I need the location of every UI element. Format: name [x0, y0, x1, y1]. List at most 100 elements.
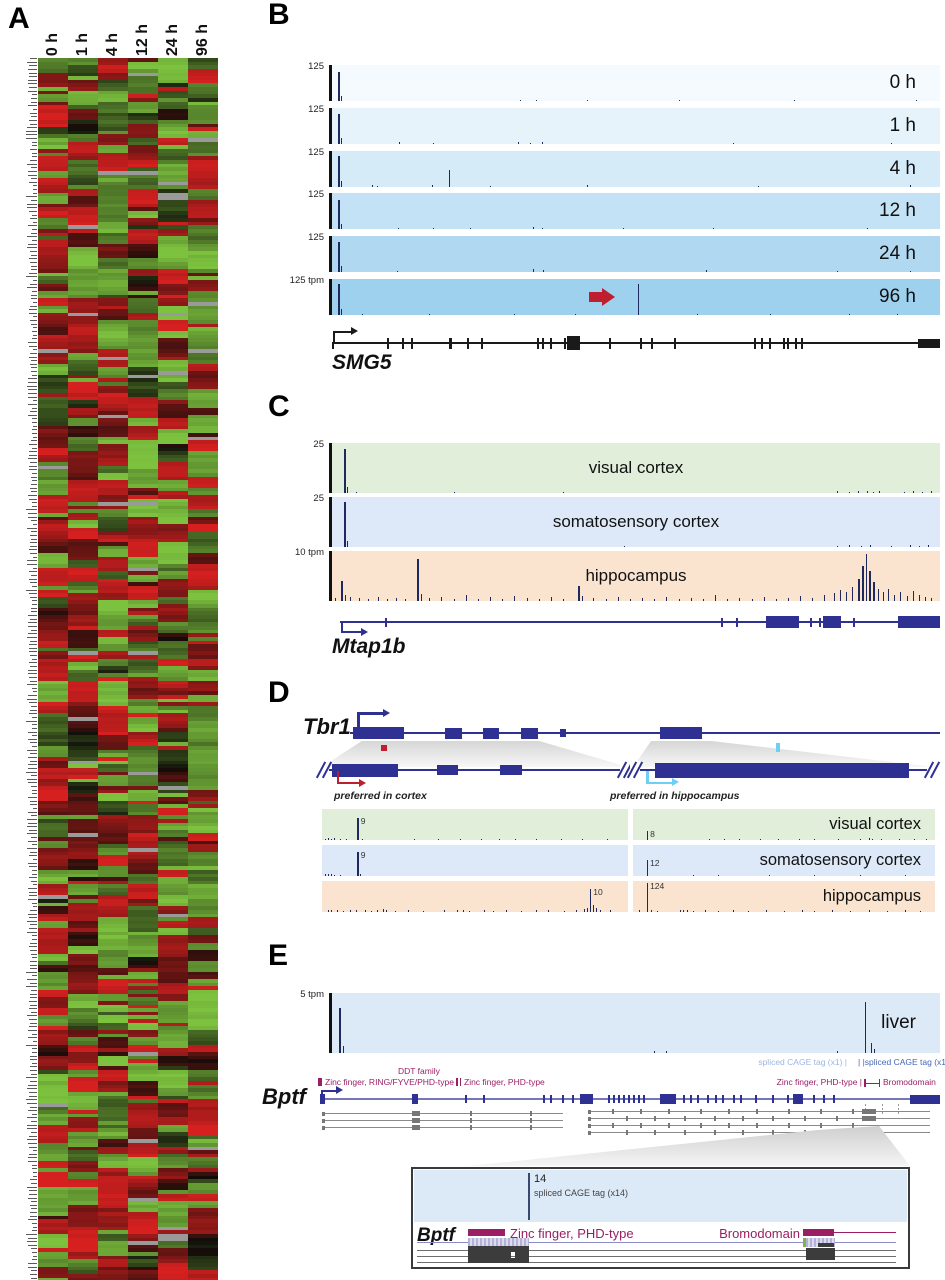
- heatmap-row: [38, 574, 218, 579]
- heatmap-row: [38, 837, 218, 841]
- cage-signal-spike: [904, 875, 906, 876]
- tss-arrow-icon: [337, 771, 339, 784]
- heatmap-row: [38, 269, 218, 273]
- heatmap-row: [38, 254, 218, 259]
- heatmap-row: [38, 105, 218, 109]
- heatmap-row: [38, 716, 218, 721]
- heatmap-row: [38, 629, 218, 634]
- heatmap-row: [38, 1193, 218, 1198]
- domain-marker-icon: [456, 1078, 458, 1086]
- cage-signal-spike: [833, 593, 835, 601]
- cage-signal-spike: [757, 185, 759, 187]
- cage-signal-spike: [705, 269, 707, 273]
- cage-signal-spike: [338, 156, 340, 187]
- cage-signal-spike: [340, 224, 342, 230]
- heatmap-row: [38, 371, 218, 375]
- heatmap-row: [38, 771, 218, 776]
- heatmap-row: [38, 1030, 218, 1034]
- peak-value-label: 9: [360, 815, 366, 826]
- cage-signal-spike: [836, 491, 838, 493]
- heatmap-row: [38, 1113, 218, 1118]
- cage-signal-spike: [765, 910, 767, 912]
- cage-signal-spike: [897, 313, 899, 315]
- heatmap-row: [38, 731, 218, 736]
- cage-signal-spike: [377, 597, 379, 601]
- heatmap-row: [38, 990, 218, 994]
- heatmap-row: [38, 924, 218, 929]
- heatmap-row: [38, 1255, 218, 1260]
- heatmap-row: [38, 811, 218, 816]
- inset-domain-label-right: Bromodomain: [719, 1226, 800, 1241]
- heatmap-row: [38, 516, 218, 521]
- heatmap-row: [38, 1011, 218, 1016]
- heatmap-row: [38, 622, 218, 626]
- heatmap-column-label: 24 h: [158, 8, 188, 56]
- heatmap-row: [38, 98, 218, 102]
- heatmap-row: [38, 724, 218, 728]
- cage-signal-spike: [882, 592, 884, 601]
- heatmap-row: [38, 1142, 218, 1147]
- cage-signal-spike: [346, 487, 348, 493]
- heatmap-row: [38, 669, 218, 674]
- heatmap-row: [38, 582, 218, 586]
- cage-signal-spike: [903, 491, 905, 493]
- heatmap-column-label: 1 h: [68, 8, 98, 56]
- heatmap-row: [38, 946, 218, 950]
- inset-hatched-exon-edge: [803, 1237, 806, 1247]
- heatmap-row: [38, 218, 218, 222]
- inset-transcript-line: [417, 1241, 896, 1243]
- transcript-exon: [862, 1116, 876, 1121]
- heatmap-row: [38, 1172, 218, 1176]
- gene-exon-tick: [818, 617, 821, 627]
- heatmap-row: [38, 676, 218, 681]
- heatmap-row: [38, 640, 218, 645]
- cage-signal-spike: [891, 545, 893, 547]
- heatmap-row: [38, 436, 218, 441]
- tss-arrow-icon: [321, 1090, 336, 1092]
- cage-signal-spike: [429, 313, 431, 315]
- heatmap-row: [38, 119, 218, 124]
- heatmap-row: [38, 338, 218, 342]
- cage-signal-spike: [514, 313, 516, 315]
- cage-signal-spike: [814, 875, 816, 876]
- transcript-exon: [470, 1118, 472, 1123]
- heatmap-row: [38, 301, 218, 306]
- heatmap-row: [38, 866, 218, 870]
- gene-exon-tick: [640, 337, 643, 349]
- inset-transcript-line: [417, 1255, 896, 1257]
- heatmap-row: [38, 917, 218, 921]
- cage-track-background: [322, 845, 628, 876]
- transcript-exon: [788, 1123, 790, 1128]
- cage-signal-spike: [334, 874, 336, 876]
- gene-exon-tick: [411, 337, 414, 349]
- gene-exon-tick: [696, 1095, 700, 1103]
- tss-arrow-head-icon: [361, 627, 368, 636]
- gene-line: [332, 342, 940, 344]
- heatmap-row: [38, 531, 218, 535]
- gene-exon-box: [793, 1094, 803, 1104]
- panel-e-letter: E: [268, 939, 289, 972]
- heatmap-row: [38, 352, 218, 357]
- tss-arrow-icon: [341, 622, 343, 633]
- transcript-line: [588, 1111, 930, 1113]
- gene-exon-tick: [465, 1095, 468, 1103]
- cage-signal-spike: [338, 241, 340, 273]
- heatmap-row: [38, 236, 218, 241]
- heatmap-row: [38, 502, 218, 506]
- cage-signal-spike: [340, 839, 342, 840]
- cage-signal-spike: [586, 907, 588, 912]
- heatmap-row: [38, 494, 218, 499]
- cage-signal-spike: [593, 598, 595, 601]
- heatmap-row: [38, 156, 218, 160]
- cage-signal-spike: [868, 838, 870, 840]
- heatmap-row: [38, 440, 218, 444]
- domain-marker-icon: [318, 1078, 322, 1086]
- heatmap-row: [38, 851, 218, 856]
- transcript-exon: [412, 1118, 420, 1123]
- heatmap-row: [38, 735, 218, 739]
- heatmap-row: [38, 1179, 218, 1183]
- heatmap-row: [38, 1073, 218, 1078]
- transcript-exon: [714, 1130, 716, 1135]
- cage-signal-spike: [747, 910, 749, 912]
